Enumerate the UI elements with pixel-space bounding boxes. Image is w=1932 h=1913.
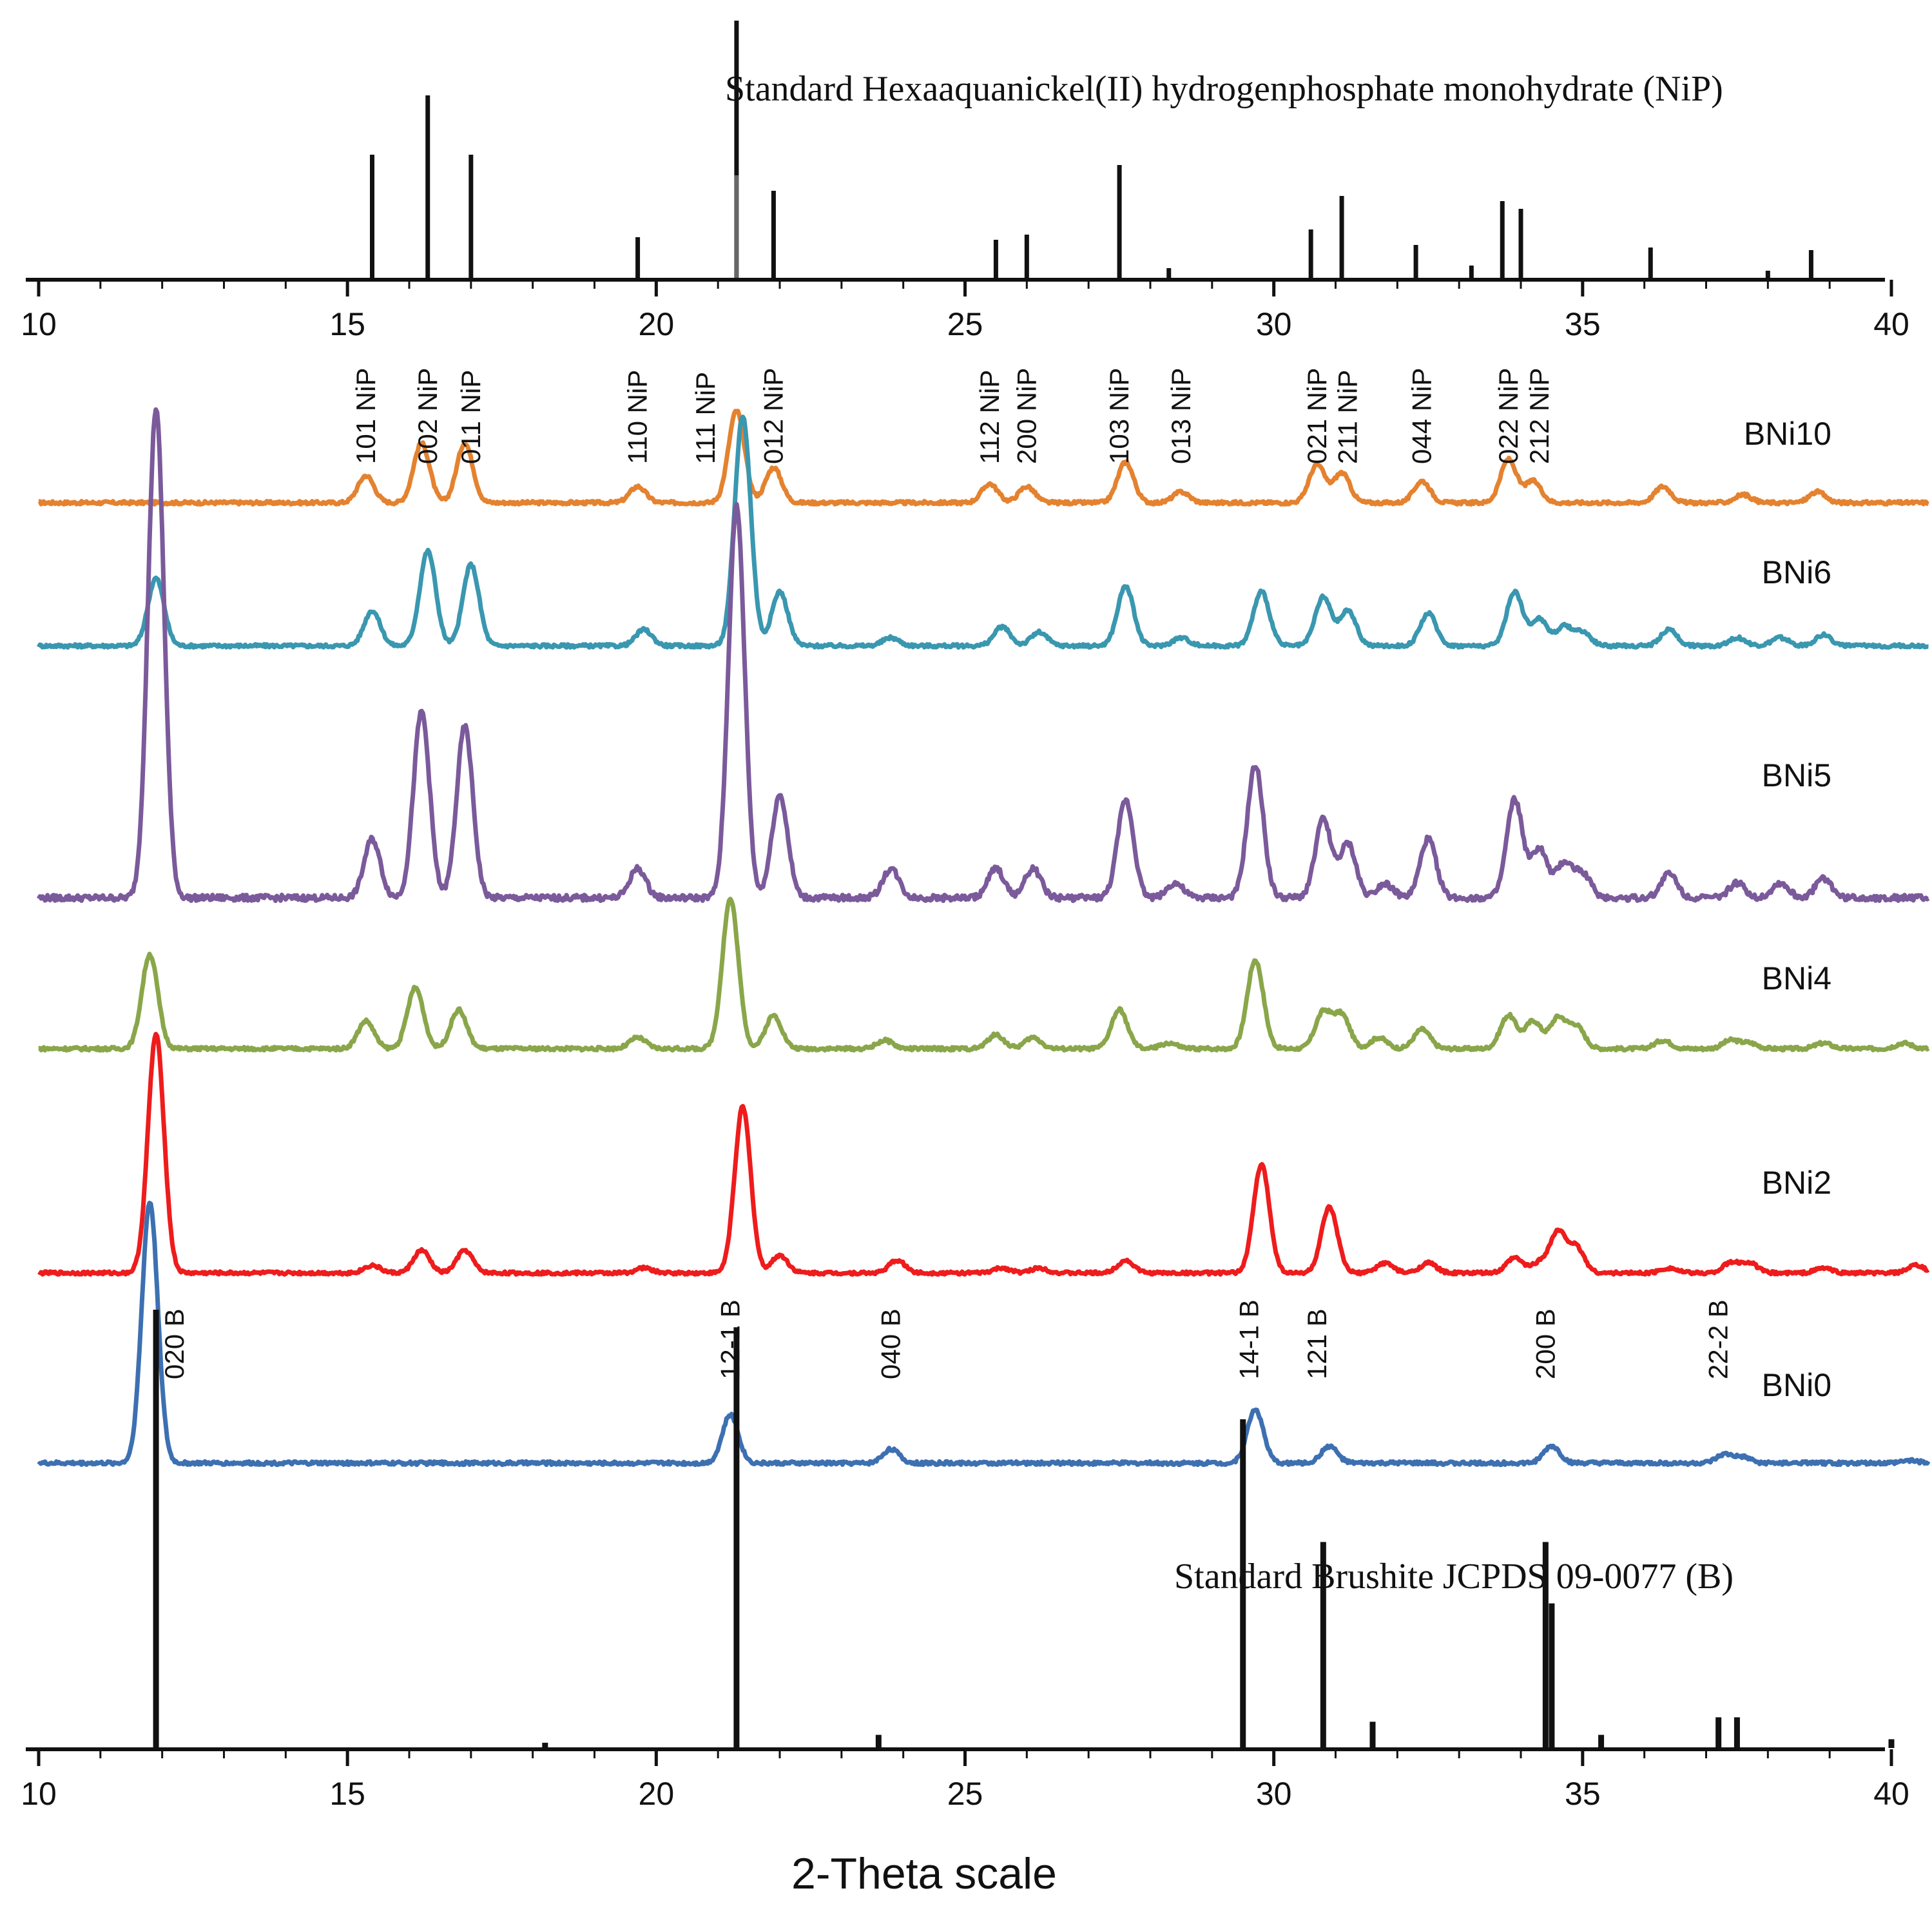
peak-label: 12-1 B bbox=[715, 1299, 745, 1379]
peak-label: 013 NiP bbox=[1166, 368, 1196, 464]
tick-label: 25 bbox=[947, 306, 983, 342]
series-label: BNi5 bbox=[1762, 757, 1831, 793]
peak-label: 212 NiP bbox=[1524, 368, 1554, 464]
series-label: BNi10 bbox=[1744, 416, 1831, 452]
peak-label: 021 NiP bbox=[1302, 368, 1332, 464]
peak-label: 22-2 B bbox=[1703, 1299, 1734, 1379]
tick-label: 25 bbox=[947, 1776, 983, 1812]
tick-label: 35 bbox=[1565, 1776, 1601, 1812]
peak-label: 002 NiP bbox=[412, 368, 443, 464]
tick-label: 15 bbox=[329, 306, 365, 342]
xrd-series-group: BNi10 101 NiP 002 NiP 011 NiP 110 NiP 111 NiP… bbox=[36, 368, 1931, 1468]
series-line bbox=[37, 409, 1929, 507]
series-line bbox=[37, 1200, 1931, 1468]
series-bni10: BNi10 101 NiP 002 NiP 011 NiP 110 NiP 111 NiP… bbox=[37, 368, 1929, 507]
peak-label: 011 NiP bbox=[456, 370, 486, 464]
peak-label: 101 NiP bbox=[351, 368, 381, 464]
tick-label: 40 bbox=[1873, 306, 1909, 342]
nip-reference-title: Standard Hexaaquanickel(II) hydrogenphos… bbox=[725, 69, 1723, 109]
peak-label: 020 B bbox=[159, 1308, 189, 1379]
brushite-reference-title: Standard Brushite JCPDS 09-0077 (B) bbox=[1174, 1557, 1734, 1597]
series-line bbox=[37, 1031, 1930, 1277]
peak-label: 022 NiP bbox=[1493, 368, 1523, 464]
series-bni6: BNi6 bbox=[36, 414, 1929, 650]
peak-label: 14-1 B bbox=[1233, 1299, 1264, 1379]
series-bni0: BNi0 020 B 12-1 B 040 B 14-1 B 121 B 200 B 22-2… bbox=[37, 1200, 1931, 1468]
peak-label: 044 NiP bbox=[1407, 368, 1437, 464]
series-label: BNi0 bbox=[1762, 1367, 1831, 1403]
x-axis-title: 2-Theta scale bbox=[791, 1849, 1057, 1898]
series-line bbox=[36, 407, 1930, 904]
peak-label: 012 NiP bbox=[758, 368, 788, 464]
nip-reference-pattern bbox=[370, 21, 1813, 278]
tick-label: 20 bbox=[639, 1776, 675, 1812]
tick-label: 15 bbox=[329, 1776, 365, 1812]
series-label: BNi2 bbox=[1762, 1165, 1831, 1201]
peak-label: 040 B bbox=[876, 1308, 906, 1379]
series-label: BNi6 bbox=[1762, 554, 1831, 590]
peak-label: 200 B bbox=[1530, 1308, 1560, 1379]
peak-label: 111 NiP bbox=[690, 372, 720, 464]
tick-label: 10 bbox=[21, 1776, 57, 1812]
series-bni4: BNi4 bbox=[37, 897, 1930, 1053]
bottom-x-axis: 10 15 20 25 30 35 40 bbox=[21, 1747, 1909, 1812]
series-bni2: BNi2 bbox=[37, 1031, 1930, 1277]
tick-label: 10 bbox=[21, 306, 57, 342]
peak-label: 103 NiP bbox=[1104, 368, 1134, 464]
series-label: BNi4 bbox=[1762, 960, 1831, 996]
tick-label: 30 bbox=[1256, 1776, 1292, 1812]
peak-label: 121 B bbox=[1302, 1308, 1332, 1379]
top-x-axis: 10 15 20 25 30 35 40 bbox=[21, 278, 1909, 342]
peak-label: 200 NiP bbox=[1011, 368, 1041, 464]
series-line bbox=[36, 414, 1929, 650]
tick-label: 30 bbox=[1256, 306, 1292, 342]
peak-label: 112 NiP bbox=[974, 370, 1005, 464]
tick-label: 20 bbox=[639, 306, 675, 342]
peak-label: 110 NiP bbox=[623, 370, 653, 464]
brushite-reference-pattern bbox=[153, 1310, 1895, 1748]
tick-label: 35 bbox=[1565, 306, 1601, 342]
series-line bbox=[37, 897, 1930, 1053]
peak-label: 211 NiP bbox=[1333, 370, 1363, 464]
series-bni5: BNi5 bbox=[36, 407, 1930, 904]
tick-label: 40 bbox=[1873, 1776, 1909, 1812]
